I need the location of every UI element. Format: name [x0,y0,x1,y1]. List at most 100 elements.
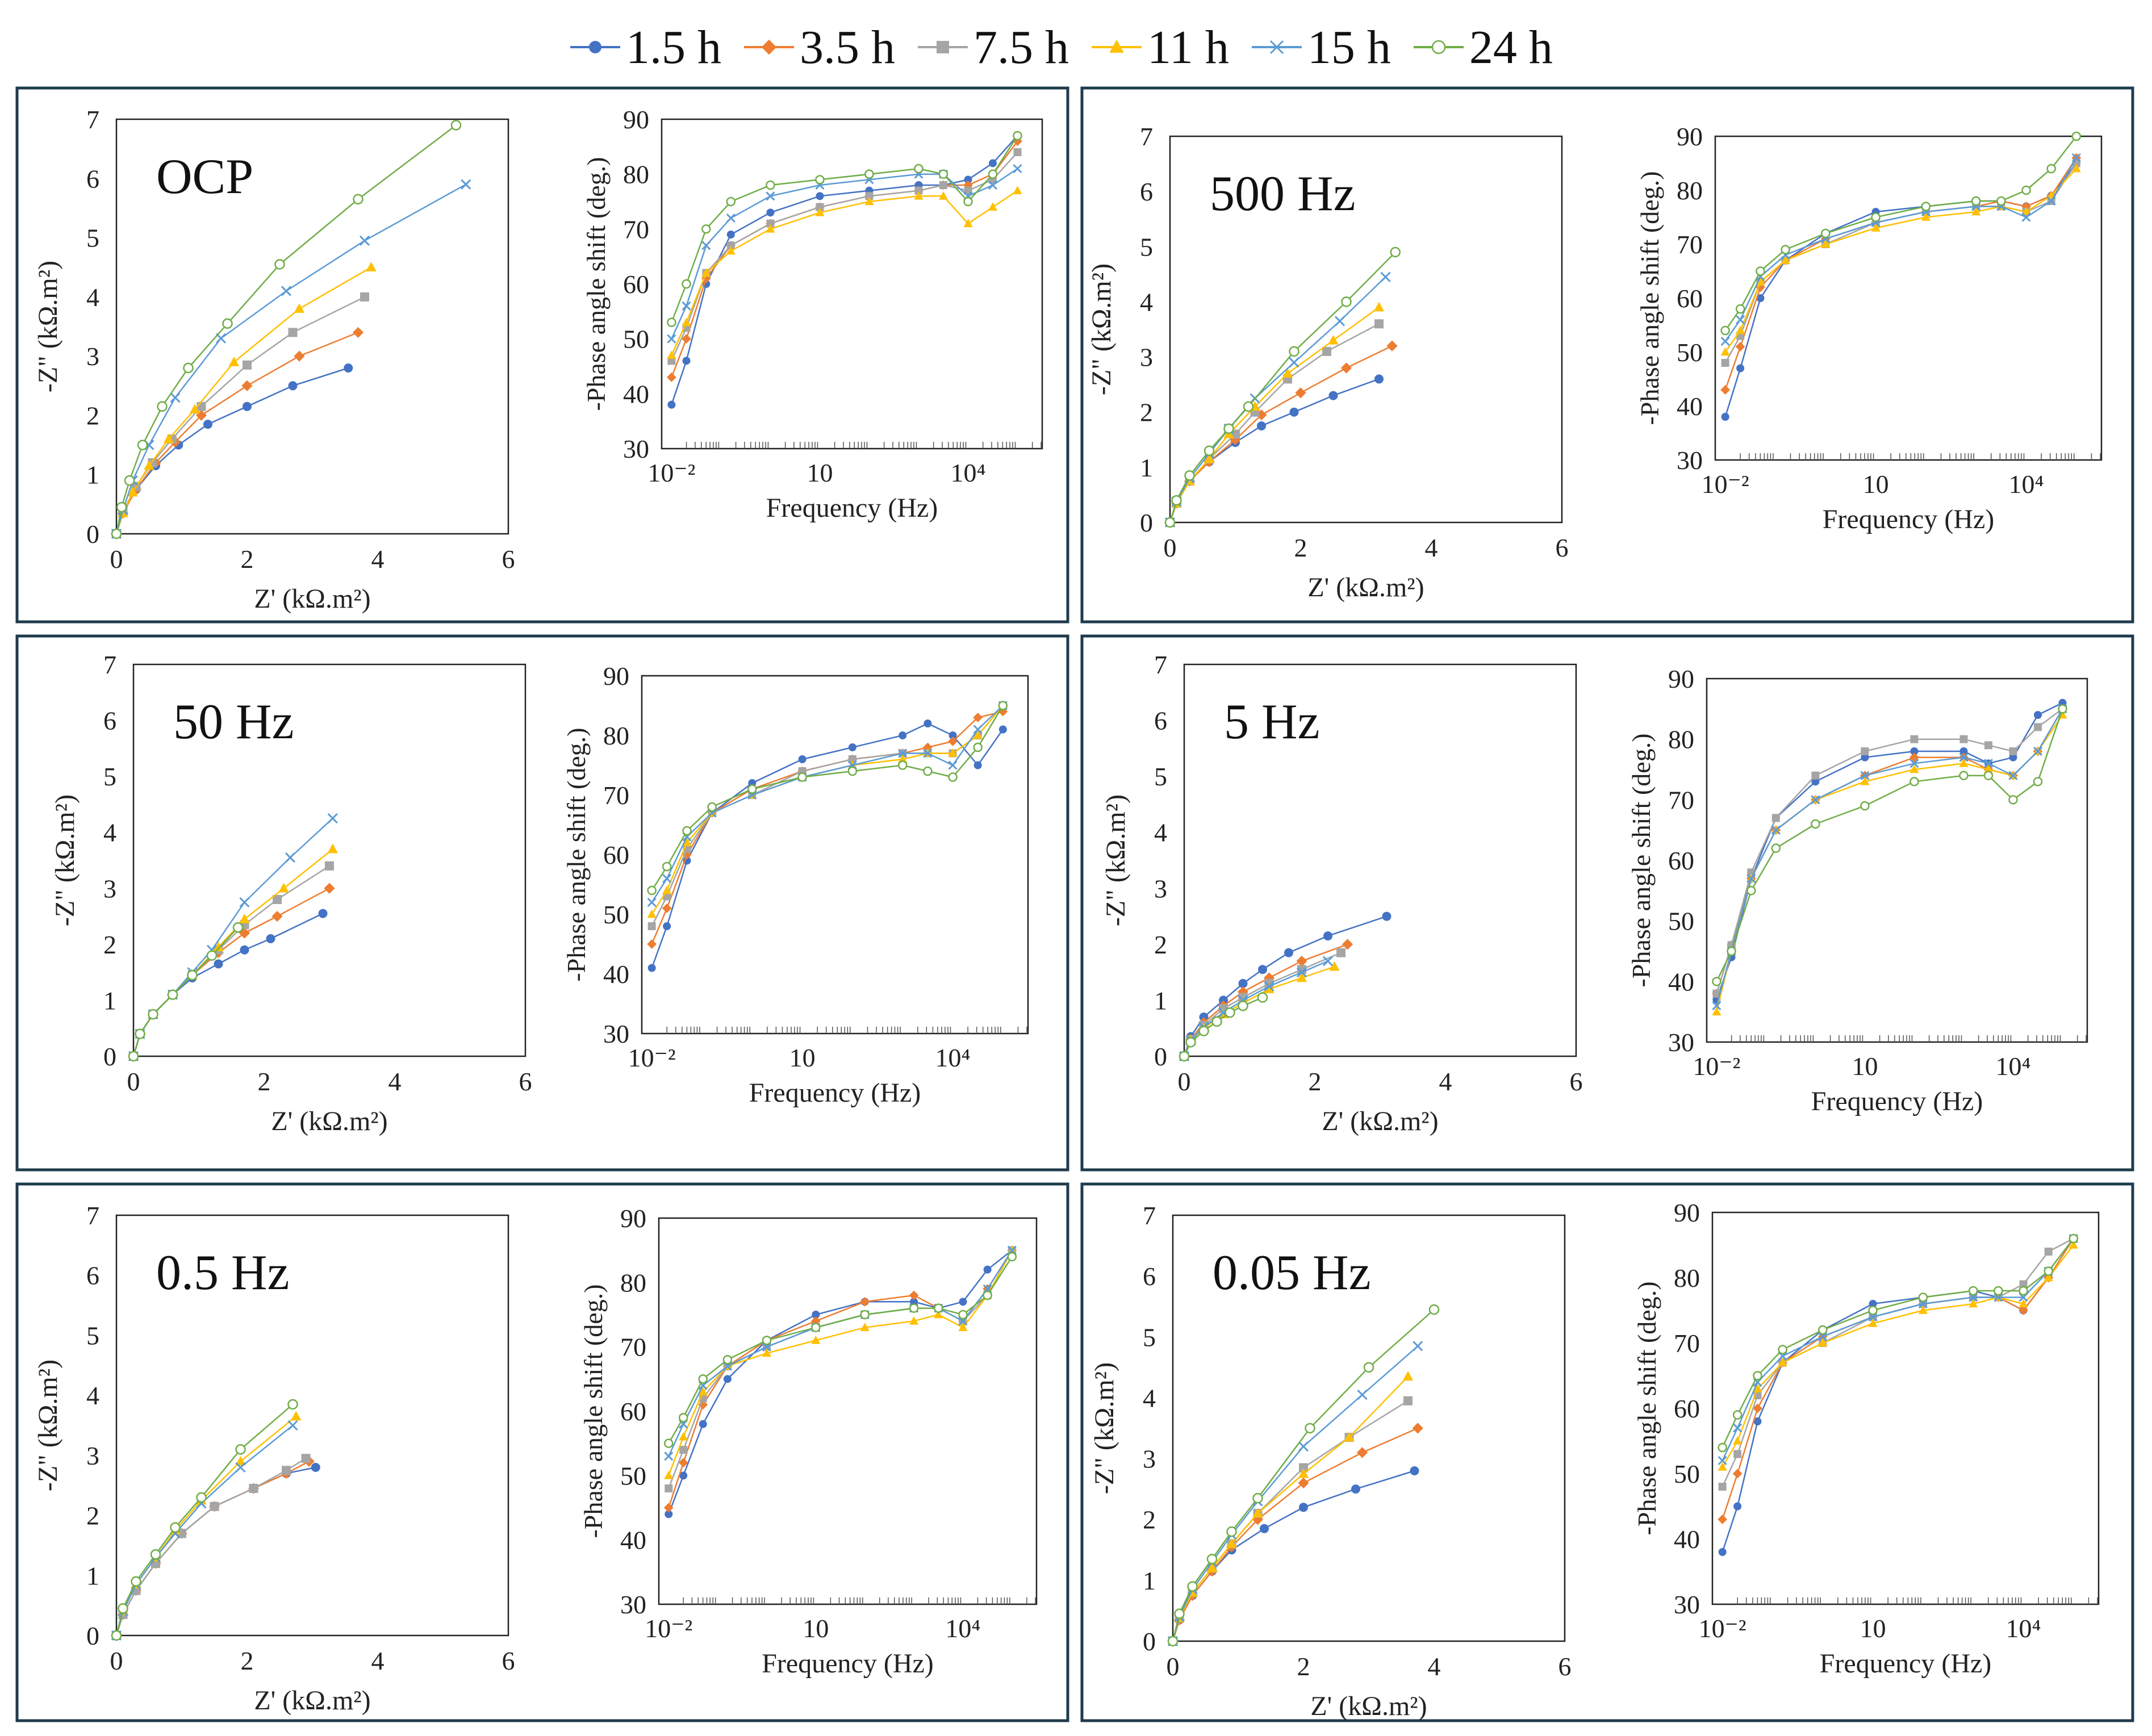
bode-y-tick-5-hz-5: 80 [1668,725,1694,754]
bode-point-0-5-hz-1-5-h-2 [699,1420,707,1428]
bode-point-ocp-24-h-3 [726,196,736,207]
nyquist-y-tick-5-hz-5: 5 [1154,762,1167,791]
nyquist-x-tick-0-05-hz-0: 0 [1167,1652,1180,1681]
bode-point-50-hz-24-h-7 [897,760,908,770]
bode-point-ocp-1-5-h-1 [682,357,691,365]
bode-point-500-hz-24-h-10 [2046,164,2056,174]
nyquist-x-label-0-05-hz: Z' (kΩ.m²) [1310,1691,1427,1721]
bode-y-tick-50-hz-3: 60 [603,840,629,869]
nyquist-y-tick-ocp-7: 7 [86,105,99,134]
panel-title-500-hz: 500 Hz [1210,166,1356,221]
bode-point-50-hz-3-5-h-0 [647,939,657,949]
bode-point-50-hz-24-h-0 [647,885,657,896]
nyquist-y-label-50-hz: -Z" (kΩ.m²) [50,794,80,926]
bode-point-0-05-hz-11-h-6 [1918,1306,1928,1314]
nyquist-y-tick-0-05-hz-5: 5 [1143,1323,1156,1352]
bode-point-ocp-24-h-8 [938,169,948,179]
bode-point-50-hz-7-5-h-0 [647,922,656,930]
bode-y-tick-5-hz-0: 30 [1668,1028,1694,1057]
bode-point-5-hz-15-h-8 [1983,759,1994,768]
nyquist-plot-area-5-hz [1183,663,1577,1057]
nyquist-y-tick-5-hz-6: 6 [1154,706,1167,735]
bode-line-0-05-hz-24-h [1721,1238,2074,1448]
nyquist-point-50-hz-11-h-6 [239,913,250,923]
bode-y-tick-500-hz-0: 30 [1677,446,1703,475]
nyquist-point-5-hz-1-5-h-7 [1323,931,1332,941]
nyquist-point-500-hz-15-h-7 [1334,316,1345,327]
legend-marker-shape-15-h [1269,40,1284,55]
bode-point-0-5-hz-24-h-0 [664,1438,674,1448]
nyquist-y-tick-50-hz-5: 5 [103,762,116,791]
bode-y-tick-0-5-hz-5: 80 [620,1268,646,1297]
nyquist-x-tick-500-hz-0: 0 [1164,533,1177,562]
nyquist-point-500-hz-24-h-8 [1390,246,1401,258]
nyquist-y-tick-ocp-0: 0 [86,520,99,549]
nyquist-point-0-05-hz-24-h-3 [1206,1554,1218,1565]
nyquist-x-tick-0-05-hz-3: 6 [1558,1652,1572,1681]
bode-point-5-hz-15-h-3 [1771,825,1781,835]
bode-point-5-hz-24-h-0 [1712,977,1721,986]
bode-point-5-hz-15-h-5 [1860,771,1870,780]
nyquist-point-0-5-hz-24-h-7 [287,1399,298,1410]
bode-series-ocp-24-h [667,131,1022,327]
bode-point-500-hz-24-h-1 [1735,304,1745,314]
bode-y-tick-5-hz-3: 60 [1668,846,1694,875]
bode-point-500-hz-24-h-3 [1781,245,1790,254]
bode-point-0-5-hz-3-5-h-6 [860,1296,870,1307]
bode-point-5-hz-11-h-7 [1959,758,1969,767]
bode-point-500-hz-3-5-h-0 [1720,385,1731,395]
bode-point-0-5-hz-24-h-2 [698,1374,708,1384]
bode-point-50-hz-3-5-h-10 [973,713,983,722]
bode-line-50-hz-15-h [651,705,1004,903]
nyquist-point-0-5-hz-7-5-h-7 [282,1466,291,1475]
nyquist-point-0-05-hz-24-h-5 [1252,1492,1263,1504]
legend-marker-3-5h [744,39,794,55]
bode-x-tick-0-05-hz-0: 10⁻² [1699,1614,1746,1643]
nyquist-plot-0-05-hz: 0 2 4 6 0 1 2 3 4 5 6 7 Z' (kΩ.m²) -Z" (kΩ.m²) 0.05 Hz [1089,1201,1572,1721]
bode-line-ocp-11-h [671,190,1018,356]
bode-point-50-hz-24-h-8 [923,766,933,776]
bode-point-ocp-11-h-11 [1013,186,1022,194]
bode-point-ocp-24-h-6 [864,169,874,179]
nyquist-point-0-5-hz-24-h-5 [196,1492,207,1503]
nyquist-y-label-0-05-hz: -Z" (kΩ.m²) [1089,1362,1119,1494]
bode-point-5-hz-7-5-h-3 [1771,814,1780,822]
bode-point-ocp-11-h-7 [914,191,924,200]
bode-point-ocp-7-5-h-9 [964,186,972,195]
nyquist-point-50-hz-24-h-2 [148,1009,158,1020]
nyquist-point-ocp-3-5-h-6 [241,380,253,391]
bode-point-50-hz-15-h-10 [973,725,983,734]
bode-line-ocp-24-h [671,135,1018,323]
bode-point-5-hz-24-h-10 [2033,777,2043,787]
bode-y-tick-0-05-hz-1: 40 [1674,1525,1700,1554]
nyquist-point-0-05-hz-1-5-h-7 [1351,1484,1360,1494]
bode-line-0-5-hz-24-h [668,1256,1013,1444]
bode-point-500-hz-24-h-8 [1996,196,2006,206]
nyquist-point-0-05-hz-3-5-h-6 [1298,1477,1309,1489]
nyquist-y-tick-5-hz-4: 4 [1154,818,1167,847]
bode-point-5-hz-7-5-h-8 [1984,741,1992,750]
bode-point-0-05-hz-7-5-h-9 [2019,1280,2028,1289]
nyquist-point-0-5-hz-11-h-6 [235,1455,246,1466]
bode-point-500-hz-11-h-9 [2021,207,2031,216]
bode-point-0-05-hz-11-h-7 [1969,1299,1978,1308]
bode-point-0-05-hz-1-5-h-0 [1718,1548,1727,1556]
bode-point-0-5-hz-24-h-11 [1007,1252,1017,1262]
bode-point-ocp-15-h-1 [682,301,691,311]
bode-y-label-5-hz: -Phase angle shift (deg.) [1627,733,1656,987]
bode-point-50-hz-15-h-0 [647,897,657,907]
bode-point-0-05-hz-24-h-3 [1778,1345,1787,1354]
bode-series-0-05-hz-24-h [1718,1233,2079,1453]
bode-plot-area-ocp [661,118,1043,450]
bode-point-ocp-24-h-4 [766,180,775,190]
bode-point-50-hz-1-5-h-10 [973,761,982,769]
nyquist-y-label-500-hz: -Z" (kΩ.m²) [1087,263,1117,395]
nyquist-x-label-50-hz: Z' (kΩ.m²) [271,1106,387,1136]
bode-x-tick-0-5-hz-2: 10⁴ [945,1614,980,1643]
bode-point-50-hz-1-5-h-11 [998,725,1007,734]
nyquist-point-0-5-hz-24-h-4 [170,1522,181,1533]
nyquist-point-50-hz-11-h-7 [278,882,289,893]
bode-y-tick-5-hz-1: 40 [1668,967,1694,996]
nyquist-point-500-hz-11-h-8 [1373,302,1385,312]
nyquist-y-tick-500-hz-5: 5 [1140,232,1153,261]
